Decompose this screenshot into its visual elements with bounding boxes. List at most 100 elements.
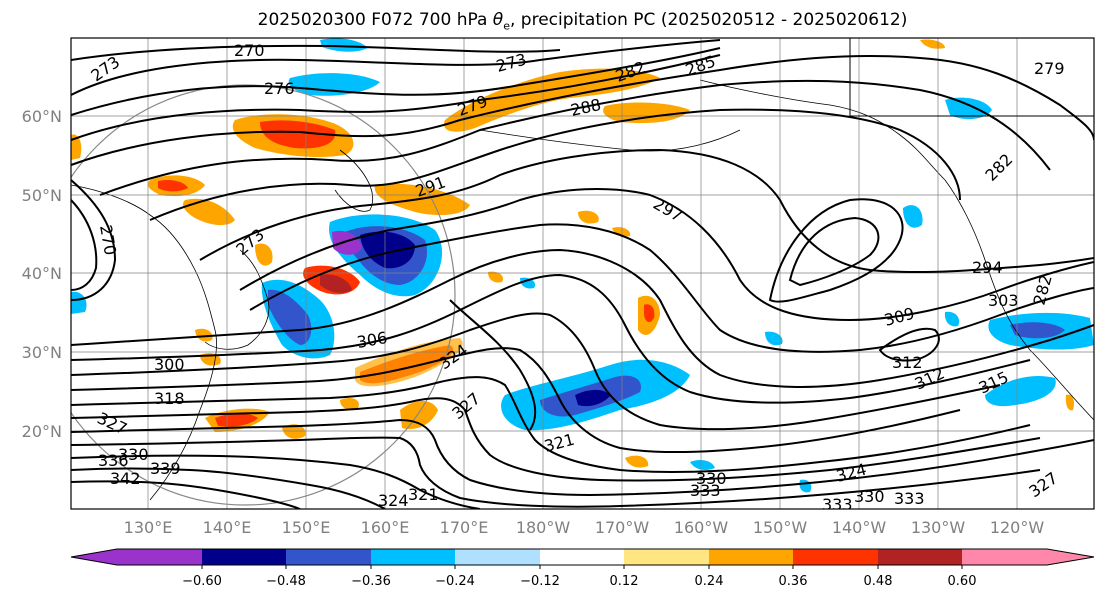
lon-label: 130°E: [124, 518, 173, 537]
contour-327: [71, 454, 481, 509]
contour-label: 333: [822, 495, 853, 514]
precip-blob-negative-north-small: [320, 38, 368, 52]
contour-label: 342: [110, 469, 141, 488]
precip-blob-negative-hawaii: [690, 460, 715, 470]
lon-label: 150°W: [753, 518, 808, 537]
contour-label: 303: [988, 291, 1019, 310]
contour-label: 339: [150, 459, 181, 478]
colorbar-tick-label: 0.36: [779, 574, 808, 589]
contour-label: 324: [378, 491, 409, 510]
colorbar-segment: [455, 549, 540, 565]
contour-e-high-2: [788, 216, 880, 287]
precip-blob-negative-japan-sea-core: [360, 231, 415, 269]
contour-mid-trough: [449, 299, 537, 431]
contour-297: [249, 223, 1094, 353]
contour-333: [71, 480, 301, 509]
latitude-labels: 60°N 50°N 40°N 30°N 20°N: [22, 107, 62, 441]
figure-title: 2025020300 F072 700 hPa θe, precipitatio…: [0, 10, 1105, 32]
precip-blob-negative-alaska-gulf: [945, 97, 992, 120]
colorbar-outline: [70, 548, 1095, 566]
contour-324: [71, 436, 1041, 508]
precip-blob-positive-okhotsk-inner: [158, 179, 188, 192]
precip-blob-negative-japan-sea-peak: [332, 230, 362, 255]
contour-w-low: [71, 179, 117, 301]
contour-label: 321: [408, 485, 439, 504]
precip-blob-negative-west: [71, 291, 87, 314]
precip-blob-positive-ne: [920, 39, 945, 49]
lat-label: 60°N: [22, 107, 62, 126]
coast-japan: [204, 249, 270, 350]
inset-box-outline: [849, 38, 1094, 117]
lat-label: 40°N: [22, 264, 62, 283]
colorbar-segment: [878, 549, 963, 565]
lon-label: 160°W: [674, 518, 729, 537]
title-prefix: 2025020300 F072 700 hPa: [257, 10, 493, 30]
colorbar-tick-label: 0.24: [695, 574, 724, 589]
contour-270: [71, 44, 561, 61]
map-plot-area: 270 273 276 273 282 285 279 288 291 297 …: [70, 37, 1095, 514]
colorbar-tick-label: −0.36: [351, 574, 391, 589]
contour-303: [71, 273, 1031, 404]
precip-blob-positive-far-west: [71, 134, 82, 160]
contour-279: [71, 54, 721, 141]
contour-288: [149, 108, 961, 221]
colorbar-segment: [371, 549, 456, 565]
contour-330: [71, 467, 386, 509]
precip-blob-positive-kamchatka-inner: [260, 120, 336, 149]
coast-alaska: [699, 79, 946, 181]
lon-label: 130°W: [911, 518, 966, 537]
colorbar-tick-label: −0.60: [182, 574, 222, 589]
lon-label: 120°W: [990, 518, 1045, 537]
contour-label: 312: [892, 353, 923, 372]
colorbar-tick-label: −0.24: [435, 574, 475, 589]
colorbar-segment: [793, 549, 878, 565]
colorbar-tick-label: 0.60: [948, 574, 977, 589]
range-circle: [71, 84, 456, 506]
contour-309: [878, 327, 940, 362]
precip-blob-positive-sm5: [195, 328, 213, 342]
precip-blob-positive-sm1: [340, 397, 359, 410]
precip-blob-negative-small1: [765, 331, 783, 346]
precip-blob-positive-sm7: [1065, 394, 1075, 411]
precip-blob-positive-bering-east: [603, 102, 690, 124]
lon-label: 140°E: [203, 518, 252, 537]
colorbar-tick-label: 0.12: [610, 574, 639, 589]
colorbar-segment: [117, 549, 202, 565]
colorbar: −0.60 −0.48 −0.36 −0.24 −0.12 0.12 0.24 …: [70, 548, 1095, 589]
contour-label: 330: [696, 469, 727, 488]
colorbar-segment: [540, 549, 625, 565]
contour-label: 270: [234, 41, 265, 60]
contour-282: [71, 54, 1094, 166]
precip-blob-negative-bc: [903, 205, 923, 228]
precip-blob-negative-small3: [944, 311, 960, 327]
lon-label: 170°E: [440, 518, 489, 537]
precip-blob-negative-japan-coast-inner: [268, 289, 312, 345]
lon-label: 160°E: [361, 518, 410, 537]
contour-label: 276: [264, 79, 295, 98]
precip-blob-negative-sib: [288, 73, 380, 96]
contour-315: [71, 376, 1031, 473]
precip-blob-positive-sakhalin: [183, 198, 235, 226]
title-theta-subscript: e: [503, 19, 510, 33]
contour-276: [71, 47, 721, 116]
contour-321: [71, 418, 1094, 497]
contour-label: 330: [854, 487, 885, 506]
colorbar-segment: [624, 549, 709, 565]
title-suffix: , precipitation PC (2025020512 - 2025020…: [509, 10, 908, 30]
precip-blob-positive-sm8: [488, 271, 504, 283]
lon-label: 150°E: [282, 518, 331, 537]
contour-285: [99, 79, 1051, 196]
map-frame: [70, 37, 1095, 510]
lat-label: 20°N: [22, 422, 62, 441]
precip-blob-positive-hawaii-n-inner: [644, 304, 655, 322]
title-theta-symbol: θ: [492, 10, 504, 30]
contour-306: [71, 312, 1001, 431]
colorbar-tick-label: −0.12: [520, 574, 560, 589]
precip-blob-negative-oregon-inner: [1010, 322, 1065, 339]
precip-blob-positive-ne-pac: [578, 210, 599, 224]
contour-label: 330: [118, 445, 149, 464]
longitude-labels: 130°E 140°E 150°E 160°E 170°E 180°W 170°…: [124, 518, 1045, 537]
colorbar-tick-label: −0.48: [266, 574, 306, 589]
lat-label: 50°N: [22, 186, 62, 205]
